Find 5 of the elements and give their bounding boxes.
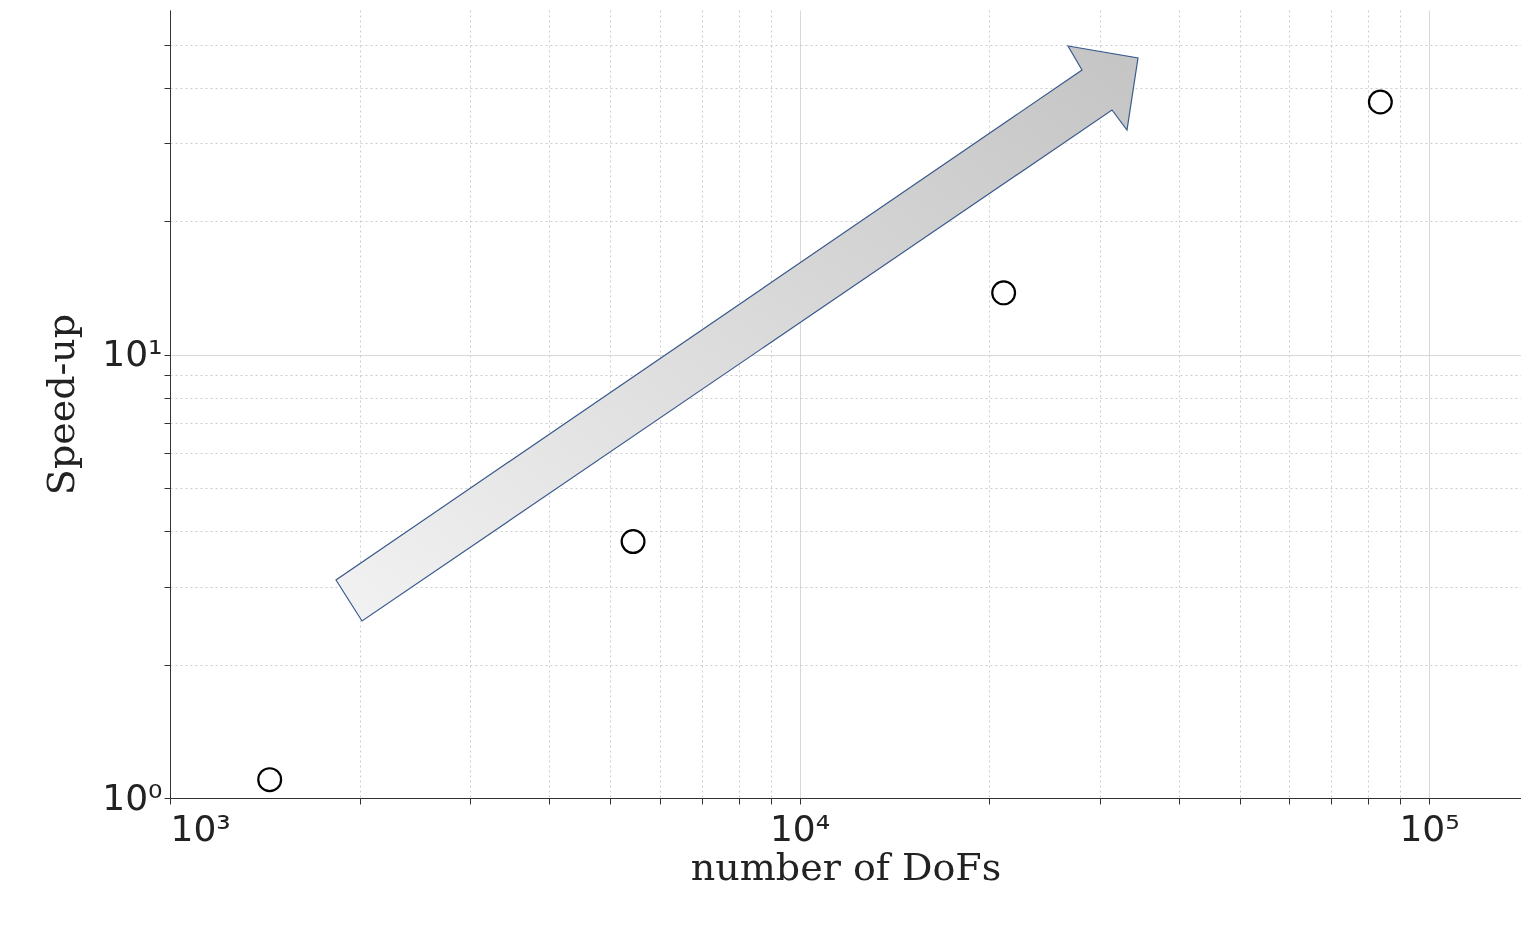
y-axis-title: Speed-up xyxy=(39,313,84,496)
y-tick-label: 10¹ xyxy=(102,333,163,375)
y-tick-label: 10⁰ xyxy=(102,776,163,818)
x-tick-label: 10³ xyxy=(170,807,231,849)
x-tick-label: 10⁵ xyxy=(1399,807,1460,849)
